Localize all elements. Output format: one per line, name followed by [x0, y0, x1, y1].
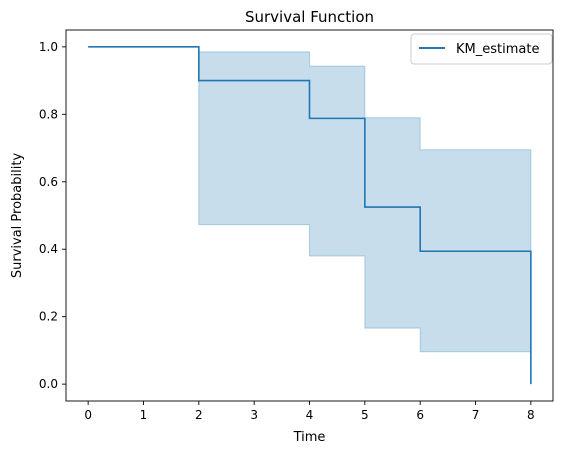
x-tick-label: 1 — [140, 408, 148, 422]
series-line-km-estimate — [88, 46, 532, 385]
x-tick-label: 2 — [195, 408, 203, 422]
y-tick-label: 0.8 — [39, 107, 58, 121]
x-axis-label: Time — [293, 430, 326, 445]
plot-area — [88, 46, 532, 385]
legend-box — [410, 33, 553, 65]
legend: KM_estimate — [410, 33, 553, 65]
x-tick-label: 7 — [472, 408, 480, 422]
y-tick-label: 0.2 — [39, 310, 58, 324]
y-tick-label: 0.4 — [39, 242, 58, 256]
y-tick-label: 1.0 — [39, 40, 58, 54]
x-tick-label: 3 — [250, 408, 258, 422]
x-tick-label: 6 — [416, 408, 424, 422]
x-tick-label: 5 — [361, 408, 369, 422]
x-tick-label: 8 — [527, 408, 535, 422]
legend-label: KM_estimate — [456, 42, 539, 57]
y-tick-label: 0.0 — [39, 377, 58, 391]
x-tick-label: 4 — [306, 408, 314, 422]
axes: 0 1 2 3 4 5 6 7 8 0.0 0.2 0.4 0.6 0.8 1.0 — [39, 29, 554, 422]
y-tick-label: 0.6 — [39, 175, 58, 189]
x-tick-label: 0 — [84, 408, 92, 422]
chart-title: Survival Function — [245, 8, 374, 26]
y-axis-label: Survival Probability — [10, 153, 25, 279]
